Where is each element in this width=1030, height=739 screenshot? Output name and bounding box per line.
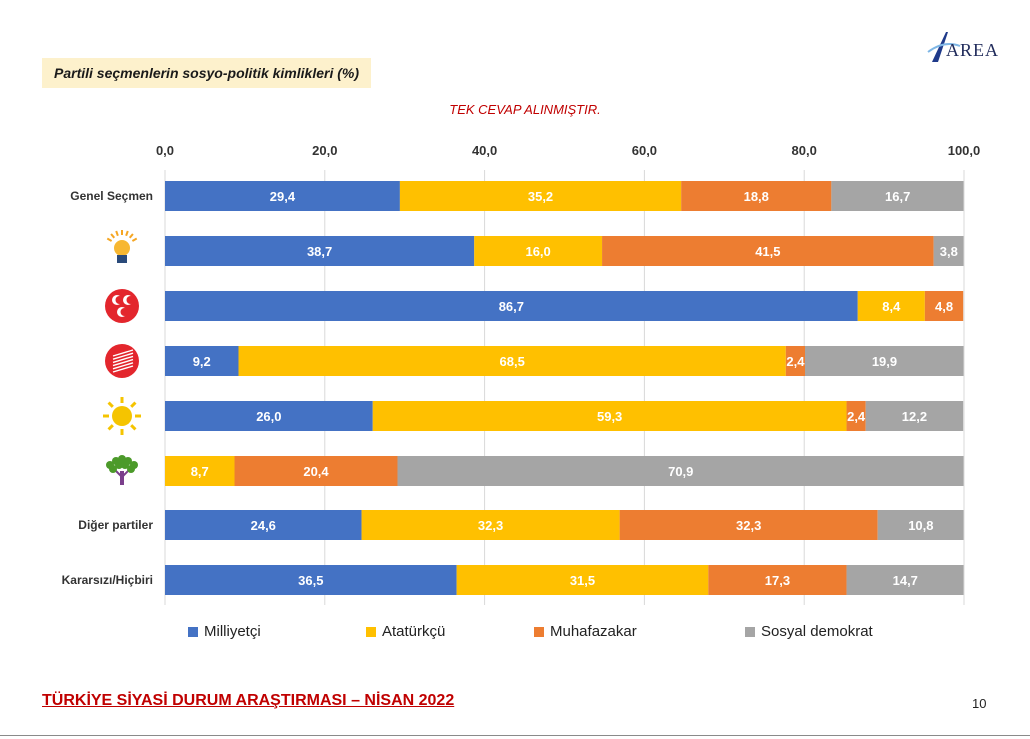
bar-value-label: 20,4 xyxy=(303,464,329,479)
legend-item: Sosyal demokrat xyxy=(745,623,873,640)
bar-segment xyxy=(165,510,362,540)
bar-segment xyxy=(165,291,858,321)
bar-segment xyxy=(785,346,805,376)
bar-segment xyxy=(165,456,235,486)
area-logo-mark xyxy=(927,32,961,62)
bar-value-label: 26,0 xyxy=(256,409,281,424)
bar-segment xyxy=(399,181,682,211)
bar-value-label: 17,3 xyxy=(765,573,790,588)
chart-title: Partili seçmenlerin sosyo-politik kimlik… xyxy=(54,65,359,81)
stacked-bar-chart: 0,0 20,0 40,0 60,0 80,0 100,0 29,4 35,2 18,8 16,7… xyxy=(62,143,981,605)
bar-segment xyxy=(234,456,398,486)
bar-segment xyxy=(165,346,239,376)
bar-segment xyxy=(602,236,934,266)
bar-value-label: 2,4 xyxy=(847,409,866,424)
bar-value-label: 32,3 xyxy=(478,518,503,533)
bar-segment xyxy=(681,181,832,211)
mhp-crescents-icon xyxy=(105,289,139,323)
bar-value-label: 29,4 xyxy=(270,189,296,204)
x-tick-label: 80,0 xyxy=(792,143,817,158)
bar-value-label: 59,3 xyxy=(597,409,622,424)
legend-swatch xyxy=(745,626,755,637)
bar-value-label: 31,5 xyxy=(570,573,595,588)
bar-value-label: 12,2 xyxy=(902,409,927,424)
bar-segment xyxy=(846,401,866,431)
category-label: Kararsızı/Hiçbiri xyxy=(62,573,153,587)
bar-segment xyxy=(924,291,964,321)
footer-title: TÜRKİYE SİYASİ DURUM ARAŞTIRMASI – NİSAN… xyxy=(42,692,455,709)
bar-value-label: 3,8 xyxy=(940,244,958,259)
page-number: 10 xyxy=(972,696,987,711)
legend-label: Sosyal demokrat xyxy=(761,623,873,640)
bar-value-label: 14,7 xyxy=(893,573,918,588)
bar-value-label: 8,4 xyxy=(882,299,901,314)
bar-segment xyxy=(238,346,786,376)
hdp-tree-icon xyxy=(106,455,138,485)
bar-value-label: 2,4 xyxy=(786,354,805,369)
bar-segment xyxy=(804,346,964,376)
legend-swatch xyxy=(534,626,544,637)
x-tick-label: 60,0 xyxy=(632,143,657,158)
ak-parti-bulb-icon xyxy=(106,230,138,263)
legend-item: Muhafazakar xyxy=(534,623,637,640)
bar-segment xyxy=(361,510,620,540)
iyi-parti-sun-icon xyxy=(103,397,141,435)
x-tick-label: 100,0 xyxy=(948,143,981,158)
bar-value-label: 24,6 xyxy=(251,518,276,533)
bar-value-label: 70,9 xyxy=(668,464,693,479)
bar-value-label: 38,7 xyxy=(307,244,332,259)
bar-value-label: 4,8 xyxy=(935,299,953,314)
bar-segment xyxy=(165,236,475,266)
bar-segment xyxy=(831,181,964,211)
bar-segment xyxy=(372,401,847,431)
bar-value-label: 19,9 xyxy=(872,354,897,369)
chart-legend: Milliyetçi Atatürkçü Muhafazakar Sosyal dem… xyxy=(188,623,948,643)
bar-value-label: 36,5 xyxy=(298,573,323,588)
area-logo-text: AREA xyxy=(946,40,999,60)
bar-segment xyxy=(846,565,964,595)
bar-segment xyxy=(165,565,457,595)
bar-value-label: 9,2 xyxy=(193,354,211,369)
legend-label: Milliyetçi xyxy=(204,623,261,640)
bar-value-label: 18,8 xyxy=(744,189,769,204)
bar-value-label: 8,7 xyxy=(191,464,209,479)
category-label: Diğer partiler xyxy=(78,518,153,532)
bar-segment xyxy=(933,236,964,266)
footer-divider xyxy=(0,735,1030,736)
legend-label: Muhafazakar xyxy=(550,623,637,640)
bar-value-label: 16,7 xyxy=(885,189,910,204)
bar-value-label: 35,2 xyxy=(528,189,553,204)
x-tick-label: 40,0 xyxy=(472,143,497,158)
bar-value-label: 41,5 xyxy=(755,244,780,259)
bar-segment xyxy=(865,401,964,431)
bar-segment xyxy=(165,181,400,211)
x-tick-label: 20,0 xyxy=(312,143,337,158)
chp-arrows-icon xyxy=(105,344,139,378)
legend-swatch xyxy=(366,626,376,637)
legend-item: Atatürkçü xyxy=(366,623,445,640)
bar-segment xyxy=(857,291,925,321)
bar-segment xyxy=(165,401,373,431)
bar-segment xyxy=(708,565,847,595)
legend-item: Milliyetçi xyxy=(188,623,261,640)
bar-segment xyxy=(474,236,603,266)
chart-title-box: Partili seçmenlerin sosyo-politik kimlik… xyxy=(42,58,371,88)
legend-label: Atatürkçü xyxy=(382,623,446,640)
category-label: Genel Seçmen xyxy=(70,189,153,203)
bar-value-label: 16,0 xyxy=(525,244,550,259)
bar-segment xyxy=(619,510,878,540)
bar-value-label: 10,8 xyxy=(908,518,933,533)
bar-segment xyxy=(456,565,709,595)
bar-segment xyxy=(877,510,964,540)
bar-value-label: 86,7 xyxy=(499,299,524,314)
legend-swatch xyxy=(188,626,198,637)
bar-segment xyxy=(397,456,964,486)
x-tick-label: 0,0 xyxy=(156,143,174,158)
chart-subtitle: TEK CEVAP ALINMIŞTIR. xyxy=(449,102,601,117)
bar-value-label: 32,3 xyxy=(736,518,761,533)
bar-value-label: 68,5 xyxy=(500,354,525,369)
